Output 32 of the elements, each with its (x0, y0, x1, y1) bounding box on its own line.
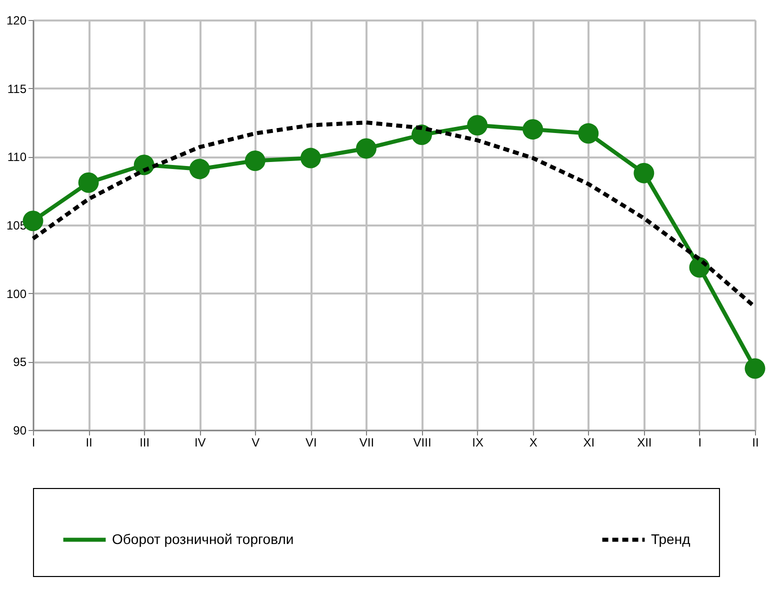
x-tick-label: VIII (413, 436, 432, 450)
y-tick-label: 110 (7, 150, 27, 164)
x-tick-label: XI (583, 436, 595, 450)
point (467, 115, 488, 136)
x-tick-label: XII (637, 436, 652, 450)
y-tick-label: 115 (7, 82, 27, 96)
x-tick-label: X (529, 436, 538, 450)
point (744, 358, 766, 379)
point (634, 162, 654, 184)
point (356, 138, 376, 159)
x-tick-label: V (252, 436, 260, 450)
legend-label: Оборот розничной торговли (112, 530, 294, 547)
x-tick-label: II (86, 436, 92, 450)
y-tick-label: 100 (6, 286, 27, 301)
x-tick-label: II (752, 436, 759, 450)
point (244, 150, 266, 171)
x-tick-label: IV (194, 436, 206, 450)
y-tick-label: 90 (13, 424, 27, 438)
x-tick-label: I (32, 436, 36, 450)
y-tick-label: 120 (6, 14, 27, 28)
legend-label: Тренд (651, 530, 690, 547)
point (300, 148, 321, 168)
x-tick-label: I (698, 436, 702, 450)
point (578, 123, 599, 144)
y-tick-label: 95 (13, 355, 27, 370)
x-tick-label: IX (472, 436, 484, 450)
point (189, 158, 210, 180)
x-tick-label: VI (306, 436, 317, 450)
point (78, 172, 99, 193)
x-tick-label: III (140, 436, 150, 450)
x-tick-label: VII (359, 436, 374, 450)
point (522, 119, 544, 140)
